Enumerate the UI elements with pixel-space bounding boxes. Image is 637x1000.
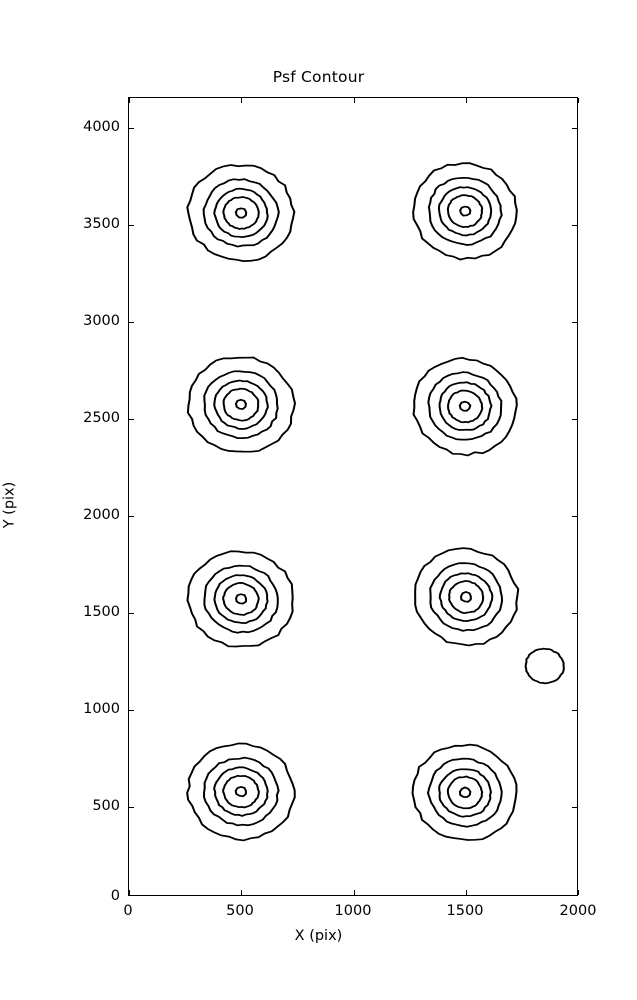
- contour-level: [458, 400, 472, 412]
- xtick-top-1000: [354, 98, 355, 103]
- contour-plot-svg: [186, 162, 565, 842]
- contour-level: [222, 582, 260, 616]
- contour-level: [427, 371, 503, 441]
- ytick-2000: [129, 516, 134, 517]
- contour-level: [427, 177, 503, 246]
- contour-peak: [412, 356, 518, 457]
- ytick-right-500: [572, 807, 577, 808]
- yticklabel-3000: 3000: [83, 313, 120, 329]
- ytick-right-3000: [572, 322, 577, 323]
- xticklabel-1000: 1000: [334, 903, 372, 919]
- contour-level: [411, 743, 518, 841]
- yticklabel-4000: 4000: [83, 119, 120, 135]
- contour-peak: [186, 164, 296, 263]
- xtick-0: [129, 890, 130, 895]
- xticklabel-500: 500: [226, 903, 254, 919]
- ytick-1500: [129, 613, 134, 614]
- contour-level: [213, 187, 269, 239]
- contour-level: [524, 647, 565, 685]
- xtick-2000: [578, 890, 579, 895]
- yticklabel-1500: 1500: [83, 604, 120, 620]
- ytick-right-1500: [572, 613, 577, 614]
- ytick-1000: [129, 710, 134, 711]
- ytick-4000: [129, 128, 134, 129]
- chart-title: Psf Contour: [272, 68, 365, 86]
- contour-level: [438, 768, 492, 818]
- contour-peak: [411, 743, 518, 841]
- contour-level: [222, 387, 260, 422]
- contour-groups: [186, 162, 565, 842]
- contour-peak: [186, 742, 296, 842]
- xticklabel-0: 0: [123, 903, 133, 919]
- yticklabel-500: 500: [92, 798, 120, 814]
- ytick-3500: [129, 225, 134, 226]
- contour-level: [222, 774, 260, 809]
- xtick-top-0: [129, 98, 130, 103]
- yticklabel-2000: 2000: [83, 507, 120, 523]
- contour-peak: [414, 547, 520, 647]
- contour-level: [447, 389, 484, 424]
- ytick-right-3500: [572, 225, 577, 226]
- xtick-top-1500: [466, 98, 467, 103]
- contour-level: [414, 547, 520, 647]
- ytick-right-1000: [572, 710, 577, 711]
- contour-level: [412, 356, 518, 457]
- contour-peak: [524, 647, 565, 685]
- contour-level: [234, 786, 247, 798]
- contour-level: [213, 379, 269, 430]
- yticklabel-2500: 2500: [83, 410, 120, 426]
- contour-level: [448, 580, 485, 615]
- ytick-500: [129, 807, 134, 808]
- xtick-top-500: [241, 98, 242, 103]
- contour-level: [234, 398, 247, 410]
- contour-peak: [186, 550, 294, 648]
- contour-level: [203, 564, 279, 634]
- ytick-2500: [129, 419, 134, 420]
- contour-level: [203, 756, 280, 827]
- yticklabel-0: 0: [110, 888, 120, 904]
- xtick-1000: [354, 890, 355, 895]
- contour-level: [446, 194, 484, 228]
- contour-level: [438, 381, 493, 431]
- y-axis-label: Y (pix): [1, 481, 18, 529]
- contour-level: [459, 205, 472, 217]
- contour-level: [186, 164, 296, 263]
- contour-level: [446, 775, 484, 810]
- xticklabel-2000: 2000: [559, 903, 597, 919]
- contour-level: [458, 786, 472, 799]
- contour-level: [203, 370, 279, 439]
- ytick-3000: [129, 322, 134, 323]
- contour-level: [438, 572, 494, 622]
- contour-level: [437, 186, 493, 237]
- x-axis-label: X (pix): [294, 928, 343, 944]
- ytick-right-4000: [572, 128, 577, 129]
- contour-level: [235, 593, 247, 605]
- xtick-1500: [466, 890, 467, 895]
- contour-level: [429, 562, 504, 632]
- plot-axes-area: [128, 97, 579, 896]
- contour-level: [186, 356, 297, 453]
- xtick-500: [241, 890, 242, 895]
- contour-level: [459, 591, 472, 603]
- contour-level: [234, 207, 248, 219]
- contour-level: [412, 162, 518, 261]
- contour-level: [186, 550, 294, 648]
- contour-level: [222, 196, 260, 230]
- contour-peak: [186, 356, 297, 453]
- yticklabel-1000: 1000: [83, 701, 120, 717]
- contour-level: [426, 757, 503, 828]
- contour-level: [213, 766, 269, 817]
- contour-level: [186, 742, 296, 842]
- contour-level: [213, 574, 269, 624]
- ytick-right-2500: [572, 419, 577, 420]
- contour-peak: [412, 162, 518, 261]
- xtick-top-2000: [578, 98, 579, 103]
- ytick-right-2000: [572, 516, 577, 517]
- yticklabel-3500: 3500: [83, 216, 120, 232]
- xticklabel-1500: 1500: [446, 903, 484, 919]
- contour-level: [202, 178, 280, 248]
